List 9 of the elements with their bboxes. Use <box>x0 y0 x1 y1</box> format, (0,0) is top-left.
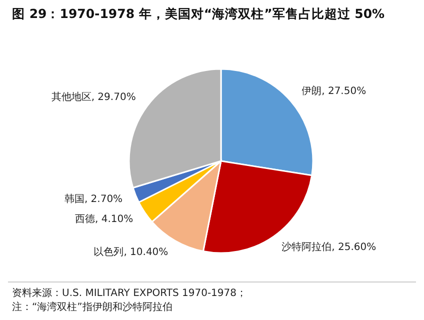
slice-label: 沙特阿拉伯, 25.60% <box>282 240 376 254</box>
text: 注：“海湾双柱”指伊朗和沙特阿拉伯 <box>12 301 172 313</box>
slice-label: 伊朗, 27.50% <box>302 85 366 98</box>
slice-label: 韩国, 2.70% <box>64 193 123 206</box>
text: 资料来源：U.S. MILITARY EXPORTS 1970-1978； <box>12 287 247 299</box>
slice-label: 西德, 4.10% <box>75 213 134 226</box>
chart-title: 图 29：1970-1978 年，美国对“海湾双柱”军售占比超过 50% <box>12 6 386 21</box>
slice-label: 以色列, 10.40% <box>94 246 168 259</box>
slice-label: 其他地区, 29.70% <box>51 90 136 104</box>
